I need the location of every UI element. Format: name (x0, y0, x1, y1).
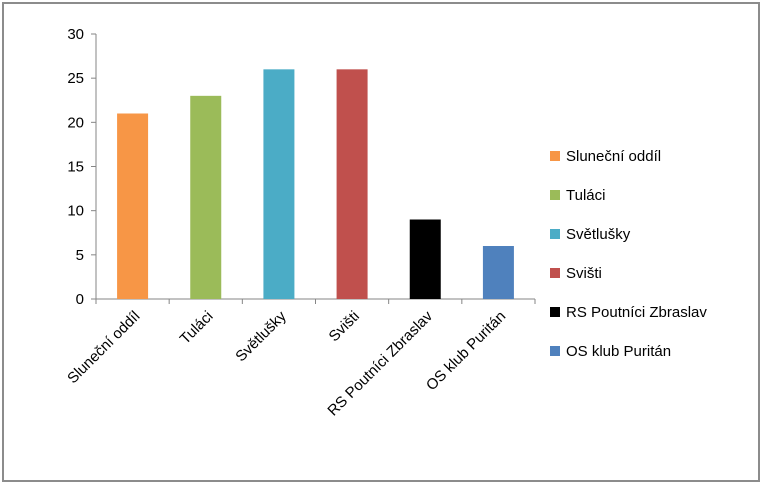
bar-2 (190, 95, 222, 299)
y-tick-label: 0 (76, 291, 84, 308)
chart-area: 0 5 10 15 20 25 30 Sluneční oddíl Tuláci Světluš… (2, 2, 760, 482)
category-label: Sluneční oddíl (64, 308, 143, 387)
category-label: Svišti (326, 308, 363, 345)
legend: Sluneční oddíl Tuláci Světlušky Svišti RS Po… (550, 148, 707, 360)
y-tick-label: 25 (67, 70, 84, 87)
bar-5 (409, 219, 441, 299)
bar-6 (482, 246, 514, 299)
legend-swatch (550, 151, 560, 161)
legend-label: OS klub Puritán (566, 343, 671, 360)
legend-swatch (550, 268, 560, 278)
bar-4 (336, 69, 368, 299)
category-label: OS klub Puritán (423, 308, 509, 394)
y-tick-label: 20 (67, 114, 84, 131)
legend-label: Svišti (566, 265, 602, 282)
y-tick-label: 15 (67, 159, 84, 176)
legend-label: Světlušky (566, 226, 631, 243)
legend-swatch (550, 190, 560, 200)
bar-chart: 0 5 10 15 20 25 30 Sluneční oddíl Tuláci Světluš… (64, 26, 707, 419)
y-tick-label: 30 (67, 26, 84, 43)
bar-1 (117, 113, 149, 299)
axes: 0 5 10 15 20 25 30 (67, 26, 536, 308)
category-label: Světlušky (232, 307, 290, 365)
legend-label: RS Poutníci Zbraslav (566, 304, 707, 321)
legend-swatch (550, 307, 560, 317)
category-label: Tuláci (177, 308, 217, 348)
legend-swatch (550, 229, 560, 239)
bar-3 (263, 69, 295, 299)
legend-label: Sluneční oddíl (566, 148, 661, 165)
legend-swatch (550, 346, 560, 356)
y-tick-label: 10 (67, 203, 84, 220)
y-tick-label: 5 (76, 247, 84, 264)
legend-label: Tuláci (566, 187, 605, 204)
bars (117, 69, 514, 299)
